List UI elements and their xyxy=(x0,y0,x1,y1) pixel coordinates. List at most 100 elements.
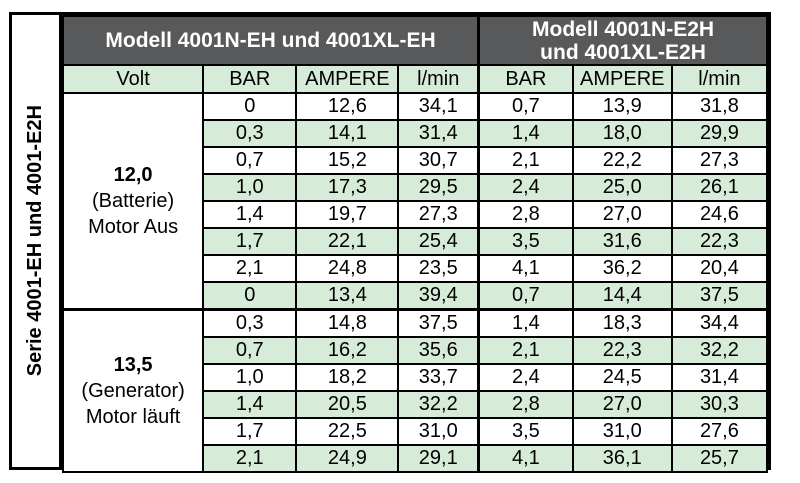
ampere-cell: 25,0 xyxy=(571,173,673,202)
bar-cell: 1,0 xyxy=(202,173,298,202)
performance-table: Modell 4001N-EH und 4001XL-EH Modell 400… xyxy=(61,15,769,473)
lmin-cell: 30,7 xyxy=(397,146,480,175)
volt-note: Motor Aus xyxy=(88,216,179,238)
bar-cell: 4,1 xyxy=(477,254,574,283)
ampere-cell: 16,2 xyxy=(295,336,400,365)
spec-table-frame: Serie 4001-EH und 4001-E2H Modell 4001N-… xyxy=(9,12,771,473)
lmin-cell: 25,7 xyxy=(670,444,769,473)
ampere-cell: 24,5 xyxy=(571,363,673,392)
bar-cell: 1,7 xyxy=(202,417,298,446)
col-header-bar-2: BAR xyxy=(477,64,574,94)
data-row: 12,0 (Batterie) Motor Aus 0 12,6 34,1 0,… xyxy=(61,92,769,311)
ampere-cell: 20,5 xyxy=(295,390,400,419)
lmin-cell: 27,6 xyxy=(670,417,769,446)
bar-cell: 1,4 xyxy=(477,308,574,338)
bar-cell: 1,4 xyxy=(477,119,574,148)
ampere-cell: 24,8 xyxy=(295,254,400,283)
ampere-cell: 17,3 xyxy=(295,173,400,202)
lmin-cell: 35,6 xyxy=(397,336,480,365)
column-header-row: Volt BAR AMPERE l/min BAR AMPERE l/min xyxy=(61,64,769,94)
bar-cell: 0,7 xyxy=(477,281,574,311)
col-header-bar-1: BAR xyxy=(202,64,298,94)
lmin-cell: 34,4 xyxy=(670,308,769,338)
ampere-cell: 36,1 xyxy=(571,444,673,473)
ampere-cell: 14,8 xyxy=(295,308,400,338)
volt-value: 12,0 xyxy=(113,164,153,186)
ampere-cell: 13,4 xyxy=(295,281,400,311)
lmin-cell: 39,4 xyxy=(397,281,480,311)
bar-cell: 3,5 xyxy=(477,227,574,256)
volt-note: (Batterie) xyxy=(91,190,175,212)
volt-note: (Generator) xyxy=(81,380,185,402)
lmin-cell: 31,4 xyxy=(670,363,769,392)
ampere-cell: 22,2 xyxy=(571,146,673,175)
lmin-cell: 31,4 xyxy=(397,119,480,148)
volt-note: Motor läuft xyxy=(85,406,181,428)
bar-cell: 2,4 xyxy=(477,363,574,392)
volt-group-generator: 13,5 (Generator) Motor läuft xyxy=(61,308,205,473)
bar-cell: 1,7 xyxy=(202,227,298,256)
lmin-cell: 24,6 xyxy=(670,200,769,229)
ampere-cell: 22,1 xyxy=(295,227,400,256)
ampere-cell: 18,0 xyxy=(571,119,673,148)
bar-cell: 2,1 xyxy=(202,254,298,283)
lmin-cell: 34,1 xyxy=(397,92,480,121)
lmin-cell: 33,7 xyxy=(397,363,480,392)
volt-value: 13,5 xyxy=(113,354,153,376)
lmin-cell: 25,4 xyxy=(397,227,480,256)
bar-cell: 0,7 xyxy=(477,92,574,121)
lmin-cell: 37,5 xyxy=(670,281,769,311)
data-row: 1,4 19,7 27,3 2,8 27,0 24,6 xyxy=(63,200,769,229)
model-header-right-line2: und 4001XL-E2H xyxy=(540,40,706,64)
bar-cell: 0 xyxy=(202,281,298,311)
bar-cell: 1,4 xyxy=(202,390,298,419)
col-header-ampere-2: AMPERE xyxy=(571,64,673,94)
lmin-cell: 26,1 xyxy=(670,173,769,202)
data-row: 1,4 20,5 32,2 2,8 27,0 30,3 xyxy=(63,390,769,419)
bar-cell: 2,4 xyxy=(477,173,574,202)
bar-cell: 2,1 xyxy=(477,146,574,175)
series-label: Serie 4001-EH und 4001-E2H xyxy=(24,105,46,377)
col-header-ampere-1: AMPERE xyxy=(295,64,400,94)
ampere-cell: 24,9 xyxy=(295,444,400,473)
bar-cell: 2,8 xyxy=(477,390,574,419)
ampere-cell: 18,3 xyxy=(571,308,673,338)
bar-cell: 2,1 xyxy=(477,336,574,365)
ampere-cell: 19,7 xyxy=(295,200,400,229)
ampere-cell: 14,1 xyxy=(295,119,400,148)
bar-cell: 0,3 xyxy=(202,119,298,148)
bar-cell: 2,8 xyxy=(477,200,574,229)
ampere-cell: 22,3 xyxy=(571,336,673,365)
data-row: 1,7 22,1 25,4 3,5 31,6 22,3 xyxy=(63,227,769,256)
model-header-left: Modell 4001N-EH und 4001XL-EH xyxy=(62,15,480,66)
bar-cell: 0 xyxy=(202,92,298,121)
data-row: 0,7 15,2 30,7 2,1 22,2 27,3 xyxy=(63,146,769,175)
ampere-cell: 12,6 xyxy=(295,92,400,121)
col-header-volt: Volt xyxy=(61,64,205,94)
lmin-cell: 29,9 xyxy=(670,119,769,148)
ampere-cell: 22,5 xyxy=(295,417,400,446)
ampere-cell: 31,0 xyxy=(571,417,673,446)
lmin-cell: 29,1 xyxy=(397,444,480,473)
data-row: 2,1 24,9 29,1 4,1 36,1 25,7 xyxy=(63,444,769,473)
bar-cell: 0,7 xyxy=(202,336,298,365)
bar-cell: 4,1 xyxy=(477,444,574,473)
ampere-cell: 36,2 xyxy=(571,254,673,283)
volt-group-battery: 12,0 (Batterie) Motor Aus xyxy=(61,92,205,311)
data-row: 1,7 22,5 31,0 3,5 31,0 27,6 xyxy=(63,417,769,446)
data-row: 13,5 (Generator) Motor läuft 0,3 14,8 37… xyxy=(61,308,769,473)
lmin-cell: 31,0 xyxy=(397,417,480,446)
col-header-lmin-2: l/min xyxy=(670,64,769,94)
data-row: 0,3 14,1 31,4 1,4 18,0 29,9 xyxy=(63,119,769,148)
ampere-cell: 31,6 xyxy=(571,227,673,256)
data-row: 1,0 18,2 33,7 2,4 24,5 31,4 xyxy=(63,363,769,392)
performance-table-container: Modell 4001N-EH und 4001XL-EH Modell 400… xyxy=(61,15,769,473)
ampere-cell: 14,4 xyxy=(571,281,673,311)
data-row: 1,0 17,3 29,5 2,4 25,0 26,1 xyxy=(63,173,769,202)
data-row: 0,7 16,2 35,6 2,1 22,3 32,2 xyxy=(63,336,769,365)
lmin-cell: 27,3 xyxy=(397,200,480,229)
ampere-cell: 27,0 xyxy=(571,390,673,419)
lmin-cell: 20,4 xyxy=(670,254,769,283)
data-row: 2,1 24,8 23,5 4,1 36,2 20,4 xyxy=(63,254,769,283)
lmin-cell: 27,3 xyxy=(670,146,769,175)
